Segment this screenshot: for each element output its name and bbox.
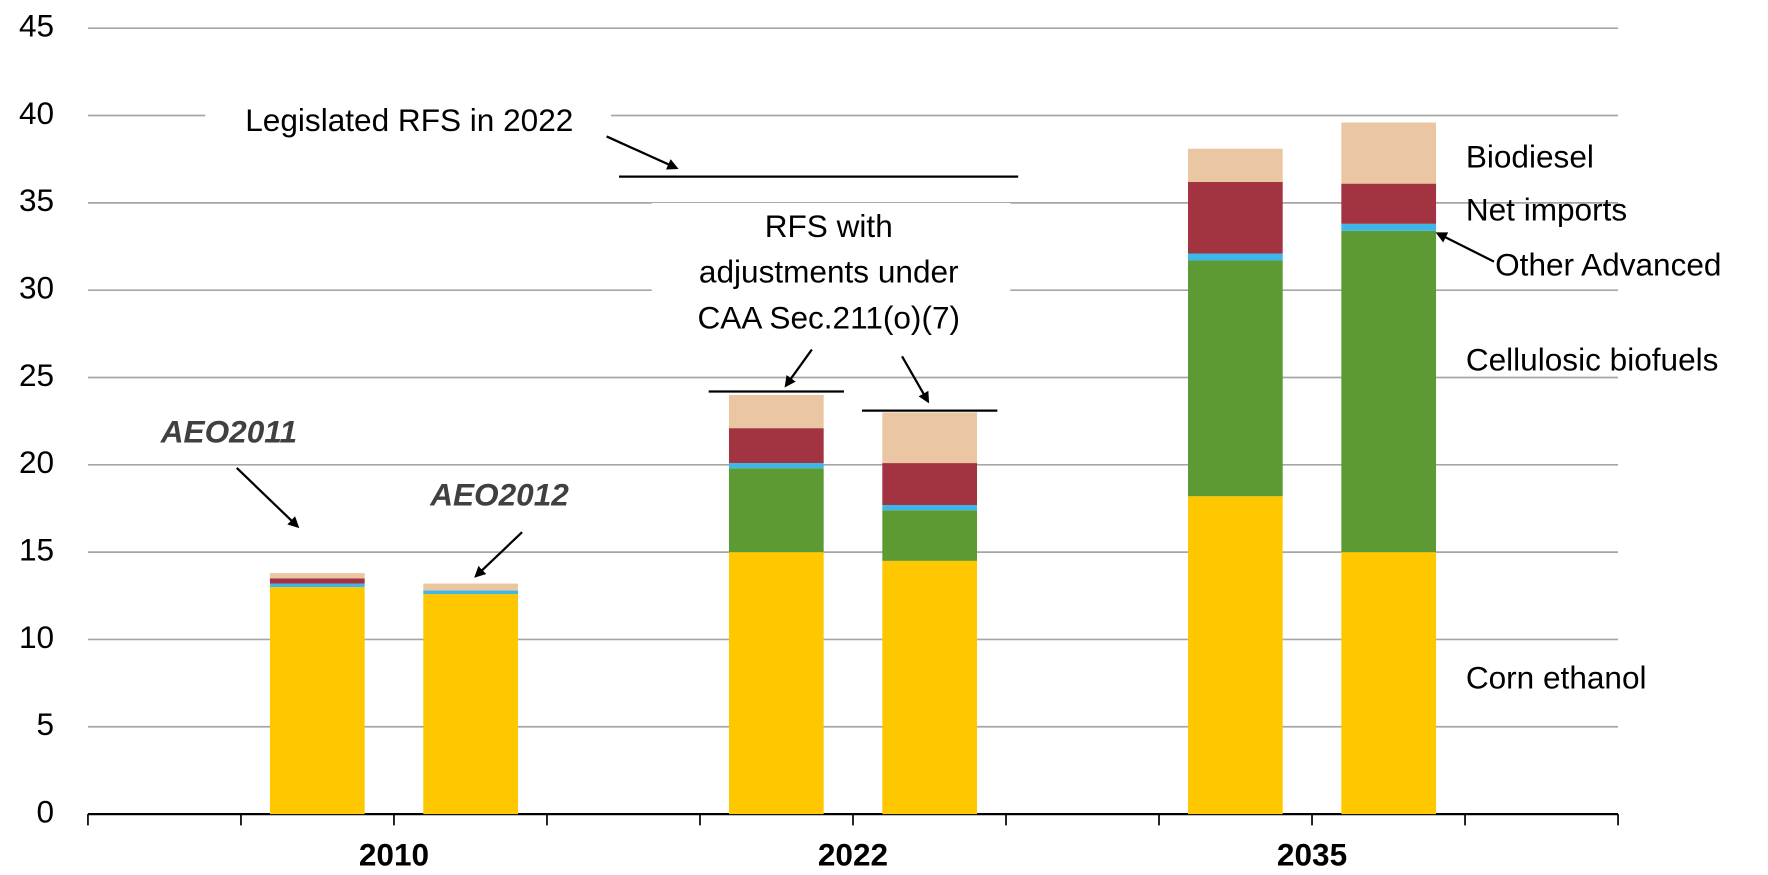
y-tick-label: 45 [19,8,54,44]
bar-segment [1341,230,1437,553]
y-tick-label: 15 [19,531,54,567]
series-label: Net imports [1466,191,1627,227]
series-label: Other Advanced [1495,247,1721,283]
bar-segment [728,394,824,429]
series-label: Cellulosic biofuels [1466,341,1719,377]
bar-segment [882,510,978,561]
label-backdrop [651,202,1011,339]
bar-segment [728,552,824,815]
bar-segment [423,594,518,815]
series-label: Biodiesel [1466,138,1594,174]
y-tick-label: 10 [19,619,54,655]
y-tick-label: 40 [19,95,54,131]
series-label: Corn ethanol [1466,659,1647,695]
bar-segment [1187,148,1283,182]
bar-segment [728,428,824,464]
label-backdrop [205,103,612,143]
arrow [784,348,813,388]
bar-segment [1187,181,1283,254]
y-tick-label: 20 [19,444,54,480]
bar-label: AEO2011 [160,413,297,449]
bar-segment [728,463,824,469]
bar-segment [882,560,978,815]
arrow [474,531,523,578]
bar-segment [882,412,978,464]
y-tick-label: 30 [19,270,54,306]
bar-segment [269,573,365,579]
bar-segment [269,583,365,588]
bar-segment [882,463,978,505]
bar-segment [882,504,978,511]
arrow [236,467,300,529]
adjusted-label: RFS with [765,208,893,244]
bar-segment [423,590,518,595]
bar-segment [423,583,518,591]
bar-segment [1187,496,1283,815]
bar-segment [1187,253,1283,261]
bar-segment [269,587,365,815]
y-tick-label: 0 [37,793,55,829]
arrow [606,135,679,170]
bar-segment [1341,223,1437,231]
bar-segment [1341,183,1437,224]
x-tick-label: 2035 [1277,836,1347,872]
adjusted-label: adjustments under [699,253,959,289]
bar-segment [1187,260,1283,497]
bar-segment [1341,552,1437,815]
bar-segment [269,578,365,584]
arrow [901,355,930,404]
y-tick-label: 5 [37,706,55,742]
adjusted-label: CAA Sec.211(o)(7) [697,300,960,336]
bar-label: AEO2012 [429,477,569,513]
y-tick-label: 25 [19,357,54,393]
bar-segment [1341,122,1437,184]
x-tick-label: 2010 [359,836,429,872]
bar-segment [728,468,824,553]
x-tick-label: 2022 [818,836,888,872]
legislated-label: Legislated RFS in 2022 [245,102,573,138]
arrow [1435,232,1495,263]
y-tick-label: 35 [19,182,54,218]
